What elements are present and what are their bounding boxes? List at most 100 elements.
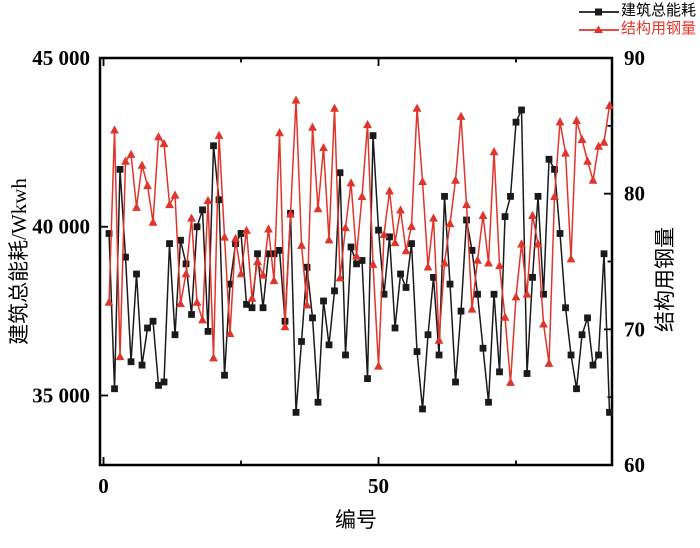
data-point-marker (484, 258, 493, 267)
data-point-marker (247, 293, 257, 302)
data-point-marker (430, 273, 437, 281)
data-point-marker (528, 210, 537, 219)
data-point-marker (336, 169, 344, 177)
data-point-marker (467, 304, 477, 313)
data-point-marker (192, 297, 202, 306)
data-point-marker (121, 156, 130, 165)
data-point-marker (551, 165, 558, 173)
data-point-marker (397, 270, 404, 278)
data-point-marker (550, 191, 559, 200)
y-right-tick-label: 80 (624, 182, 645, 206)
data-point-marker (556, 230, 564, 237)
data-point-marker (518, 106, 525, 114)
data-point-marker (485, 398, 492, 406)
data-point-marker (226, 280, 234, 288)
data-point-marker (122, 253, 129, 261)
data-point-marker (313, 203, 323, 213)
data-point-marker (418, 176, 427, 186)
data-point-marker (478, 210, 488, 219)
data-point-marker (188, 311, 195, 318)
data-point-marker (456, 111, 466, 120)
data-point-marker (126, 149, 136, 158)
series-markers-energy (105, 106, 613, 416)
data-point-marker (236, 269, 246, 278)
data-point-marker (606, 408, 613, 416)
data-point-marker (199, 206, 206, 214)
data-point-marker (452, 378, 459, 386)
data-point-marker (594, 141, 603, 150)
data-point-marker (225, 328, 235, 338)
data-point-marker (115, 351, 125, 361)
data-point-marker (451, 175, 460, 184)
data-point-marker (149, 317, 157, 325)
data-point-marker (280, 322, 290, 331)
data-point-marker (330, 103, 339, 112)
data-point-marker (181, 269, 191, 278)
data-point-marker (584, 314, 591, 322)
data-point-marker (463, 216, 470, 224)
data-point-marker (511, 292, 521, 301)
data-point-marker (237, 230, 245, 237)
data-point-marker (204, 327, 212, 335)
data-point-marker (231, 233, 240, 243)
legend-label-energy: 建筑总能耗 (620, 3, 696, 19)
data-point-marker (170, 190, 180, 199)
data-point-marker (468, 246, 476, 254)
y-right-tick-label: 70 (624, 317, 645, 341)
data-point-marker (243, 300, 250, 308)
legend-label-steel: 结构用钢量 (620, 21, 696, 37)
data-point-marker (209, 353, 218, 362)
data-point-marker (303, 263, 311, 271)
data-point-marker (154, 132, 163, 141)
series-markers-steel (104, 95, 614, 386)
data-point-marker (429, 213, 438, 222)
data-point-marker (522, 289, 532, 298)
data-point-marker (319, 142, 328, 152)
data-point-marker (390, 237, 400, 247)
y-right-tick-label: 90 (624, 46, 645, 70)
data-point-marker (445, 218, 455, 228)
data-point-marker (440, 258, 449, 267)
data-point-marker (539, 319, 548, 328)
data-point-marker (501, 213, 509, 221)
data-point-marker (369, 132, 377, 140)
data-point-marker (137, 160, 147, 169)
data-point-marker (500, 312, 510, 321)
data-point-marker (221, 371, 228, 379)
data-point-marker (441, 192, 448, 200)
data-point-marker (297, 240, 306, 249)
data-point-marker (143, 180, 152, 190)
x-axis-title: 编号 (335, 508, 377, 532)
data-point-marker (386, 233, 393, 241)
data-point-marker (583, 156, 592, 165)
y-right-axis-title: 结构用钢量 (653, 227, 677, 332)
data-point-marker (133, 270, 140, 278)
data-point-marker (176, 298, 185, 308)
data-point-marker (479, 344, 487, 352)
data-point-marker (144, 324, 151, 332)
data-point-marker (286, 209, 295, 218)
data-point-marker (210, 142, 217, 150)
data-point-marker (254, 250, 261, 258)
data-point-marker (380, 290, 388, 298)
data-point-marker (111, 385, 118, 393)
data-point-marker (385, 186, 394, 195)
legend-item-energy: 建筑总能耗 (578, 3, 696, 20)
data-point-marker (544, 358, 554, 367)
data-point-marker (489, 147, 499, 156)
data-point-marker (242, 225, 251, 234)
y-right-tick-label: 60 (624, 453, 645, 477)
data-point-marker (605, 100, 614, 110)
data-point-marker (104, 297, 114, 306)
data-point-marker (352, 251, 361, 260)
data-point-marker (291, 95, 301, 104)
data-point-marker (424, 331, 432, 339)
data-point-marker (595, 351, 602, 359)
data-point-marker (407, 221, 416, 230)
data-point-marker (412, 103, 422, 112)
data-point-marker (148, 217, 158, 226)
legend-item-steel: 结构用钢量 (578, 21, 696, 38)
data-point-marker (572, 115, 581, 125)
data-point-marker (457, 307, 465, 315)
